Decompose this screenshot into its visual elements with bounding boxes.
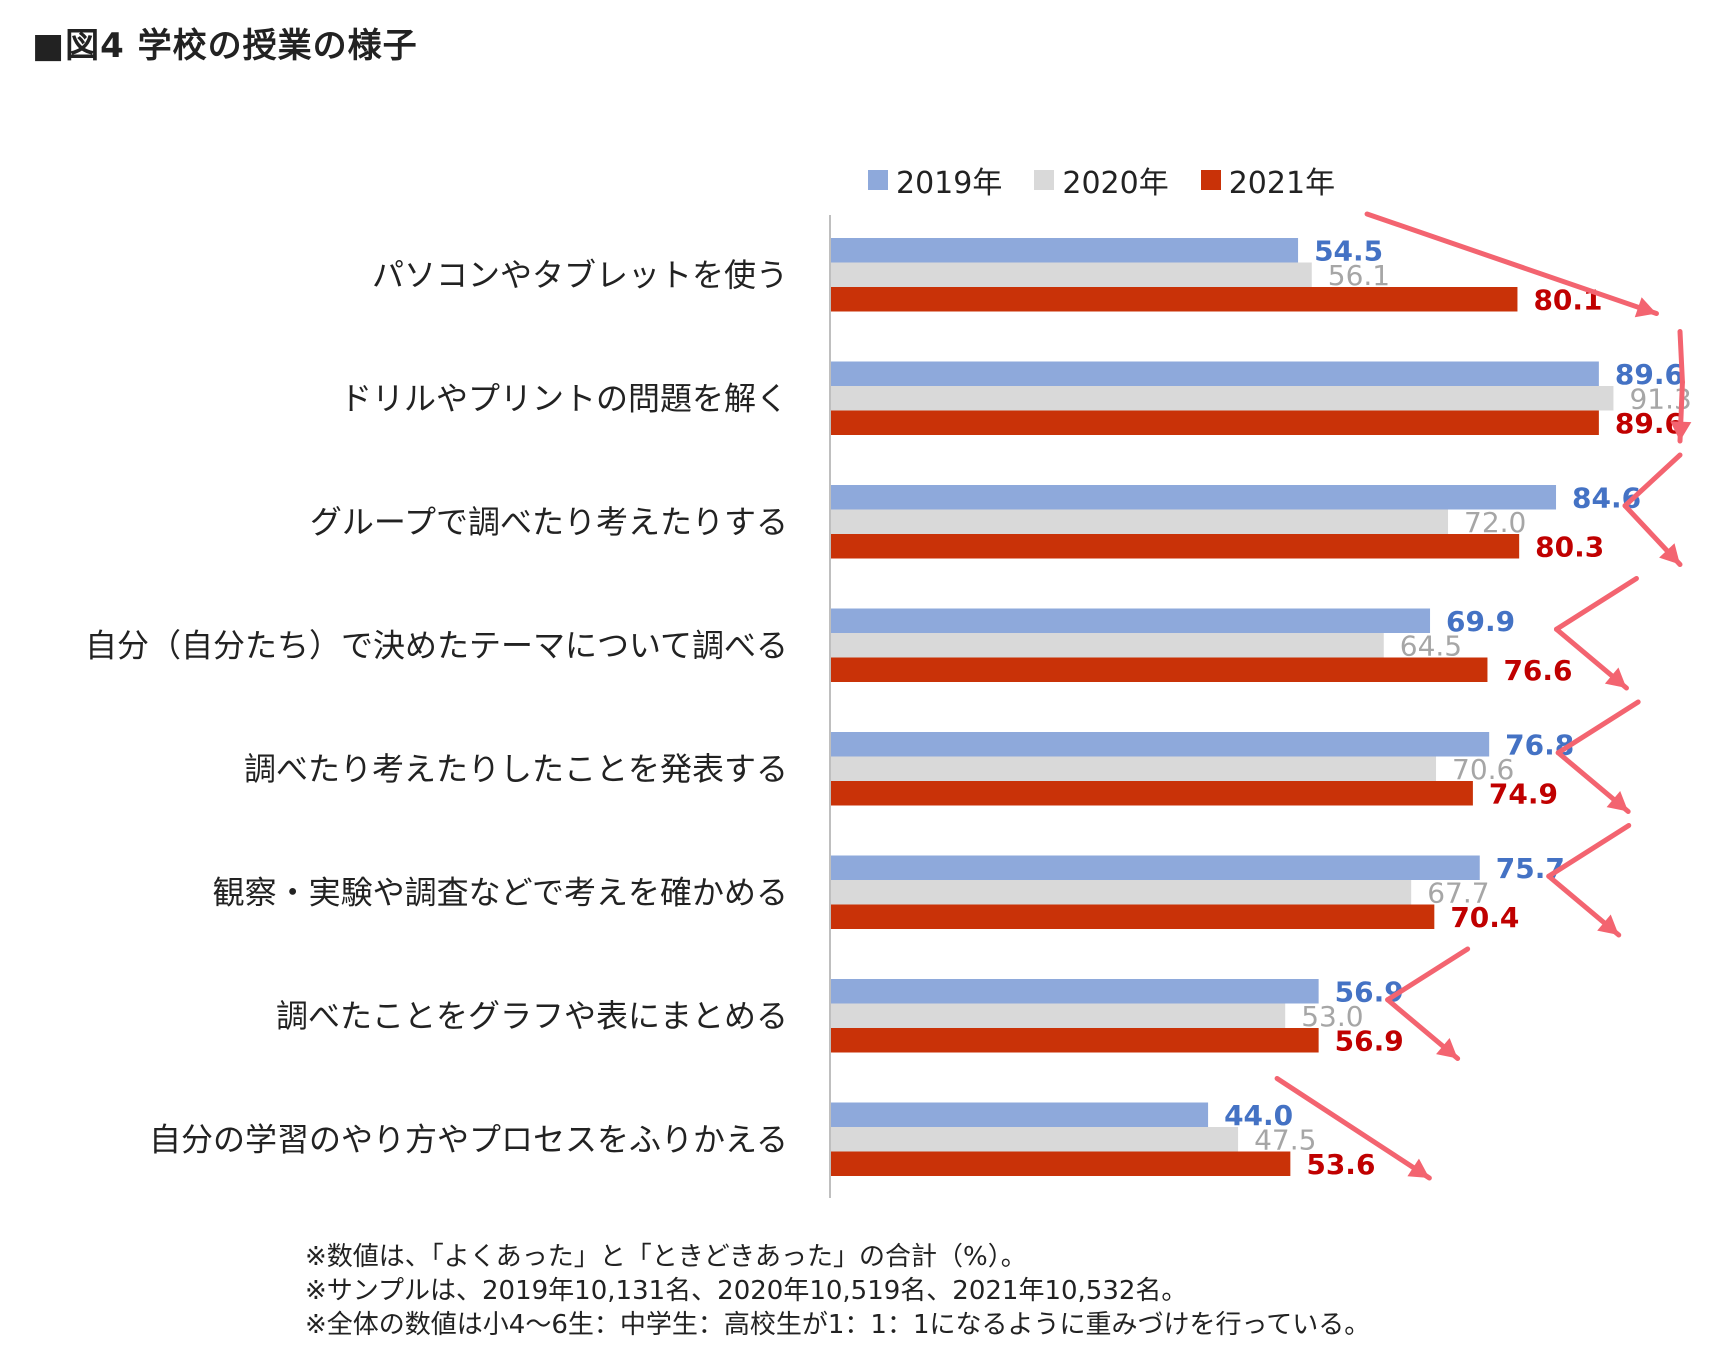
trend-arrow-segment [1274,1076,1432,1181]
data-label-2020: 47.5 [1254,1123,1316,1156]
bar-2020 [831,1003,1286,1028]
trend-arrow-segment [1546,823,1632,879]
bar-2020 [831,262,1312,287]
category-label: ドリルやプリントの問題を解く [340,379,788,417]
trend-arrow-segment [1364,211,1659,316]
data-label-2020: 70.6 [1452,753,1514,786]
data-label-2020: 67.7 [1427,876,1489,909]
bar-2019 [831,361,1599,386]
trend-arrow [1385,946,1471,1061]
trend-arrow-head [1606,791,1629,812]
data-label-2020: 56.1 [1328,259,1390,292]
trend-arrow [1553,576,1639,691]
bar-2020 [831,880,1412,905]
data-label-2021: 76.6 [1503,654,1572,687]
legend-label-2019: 2019年 [896,166,1003,201]
trend-arrow [1546,823,1632,938]
category-label: 自分（自分たち）で決めたテーマについて調べる [85,626,788,664]
chart-legend: 2019年 2020年 2021年 [868,158,1336,202]
legend-swatch-2019 [868,170,888,190]
bar-2021 [831,287,1518,312]
category-label: パソコンやタブレットを使う [372,256,788,294]
footnote: ※数値は、「よくあった」と「ときどきあった」の合計（%）。 [305,1242,1027,1272]
trend-arrow-segment [1555,699,1641,756]
page-title: ■図4 学校の授業の様子 [32,26,418,66]
bar-2021 [831,410,1599,435]
footnotes: ※数値は、「よくあった」と「ときどきあった」の合計（%）。 ※サンプルは、201… [305,1240,1370,1342]
data-label-2021: 80.3 [1535,530,1604,563]
bar-2019 [831,485,1557,510]
trend-arrow-head [1436,1038,1458,1059]
trend-arrow [1274,1076,1432,1181]
trend-arrow [1555,699,1641,814]
legend-item-2019: 2019年 [868,158,1002,202]
bar-2019 [831,238,1299,263]
bar-2021 [831,781,1473,806]
trend-arrow-head [1634,297,1657,318]
legend-swatch-2021 [1200,170,1221,190]
bar-2019 [831,855,1480,880]
category-label: 調べたり考えたりしたことを発表する [244,750,788,788]
bar-2021 [831,1151,1291,1176]
legend-label-2020: 2020年 [1062,166,1169,201]
category-label: 調べたことをグラフや表にまとめる [276,997,788,1035]
trend-arrow-segment [1553,576,1639,632]
data-label-2020: 53.0 [1301,1000,1363,1033]
bar-2019 [831,979,1319,1004]
data-label-2021: 80.1 [1533,283,1602,316]
bar-2021 [831,1028,1319,1053]
data-label-2020: 64.5 [1400,629,1462,662]
legend-label-2021: 2021年 [1228,166,1336,201]
bar-2021 [831,657,1488,682]
bar-chart: パソコンやタブレットを使う 54.556.1 80.1 ドリルやプリントの問題を解く 8… [85,211,1692,1198]
bar-2021 [831,534,1520,559]
legend-item-2021: 2021年 [1200,158,1336,202]
bar-2020 [831,386,1614,411]
bar-2019 [831,732,1490,757]
data-label-2021: 74.9 [1489,777,1558,810]
bar-2021 [831,904,1435,929]
trend-arrow-head [1407,1158,1430,1178]
trend-arrow [1622,452,1683,567]
trend-arrow-head [1659,543,1680,565]
trend-arrow-head [1670,421,1692,441]
legend-item-2020: 2020年 [1034,158,1169,202]
data-label-2019: 54.5 [1314,234,1383,267]
data-label-2019: 44.0 [1224,1099,1293,1132]
legend-swatch-2020 [1034,170,1055,190]
bar-2020 [831,633,1384,658]
data-label-2020: 72.0 [1464,506,1526,539]
trend-arrow-segment [1677,329,1685,385]
data-label-2021: 53.6 [1306,1148,1375,1181]
trend-arrow-segment [1385,946,1471,1003]
bar-2019 [831,1102,1209,1127]
trend-arrow-segment [1622,452,1683,509]
data-label-2021: 70.4 [1450,901,1519,934]
bar-2020 [831,756,1437,781]
trend-arrow [1364,211,1659,318]
data-label-2021: 56.9 [1335,1024,1404,1057]
footnote: ※全体の数値は小4～6生：中学生：高校生が1：1：1になるように重みづけを行って… [305,1310,1371,1340]
category-label: 自分の学習のやり方やプロセスをふりかえる [149,1120,788,1158]
data-label-2019: 69.9 [1446,605,1515,638]
bar-2019 [831,608,1431,633]
trend-arrow-head [1604,667,1627,688]
trend-arrow [1670,329,1692,444]
bar-2020 [831,509,1449,534]
footnote: ※サンプルは、2019年10,131名、2020年10,519名、2021年10… [305,1276,1188,1306]
category-label: グループで調べたり考えたりする [310,503,788,541]
bar-2020 [831,1127,1239,1152]
trend-arrow-head [1597,914,1619,935]
data-label-2019: 89.6 [1615,358,1684,391]
category-label: 観察・実験や調査などで考えを確かめる [213,873,788,911]
